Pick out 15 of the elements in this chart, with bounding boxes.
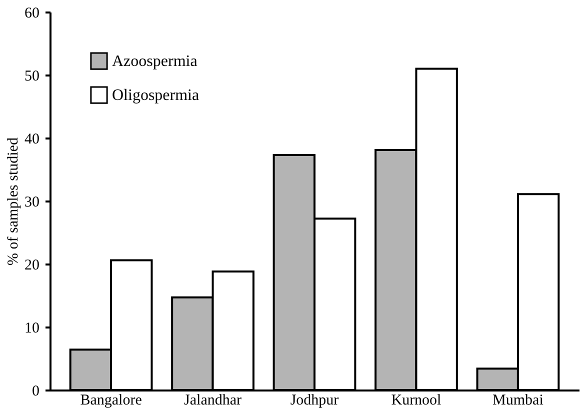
x-tick-label: Kurnool	[391, 392, 442, 408]
y-tick-label: 50	[24, 68, 40, 84]
y-tick-label: 10	[24, 320, 40, 336]
legend-label: Azoospermia	[112, 53, 198, 70]
y-axis-title: % of samples studied	[6, 137, 22, 266]
y-tick-label: 60	[24, 6, 40, 22]
x-tick-label: Jodhpur	[290, 392, 339, 408]
legend-label: Oligospermia	[112, 87, 200, 104]
y-tick-label: 20	[24, 258, 40, 274]
y-tick-label: 40	[24, 132, 40, 148]
y-tick-label: 30	[24, 194, 40, 210]
y-tick-label: 0	[32, 384, 40, 400]
x-tick-label: Bangalore	[80, 392, 142, 408]
x-tick-label: Jalandhar	[184, 392, 242, 408]
x-tick-label: Mumbai	[492, 392, 544, 408]
